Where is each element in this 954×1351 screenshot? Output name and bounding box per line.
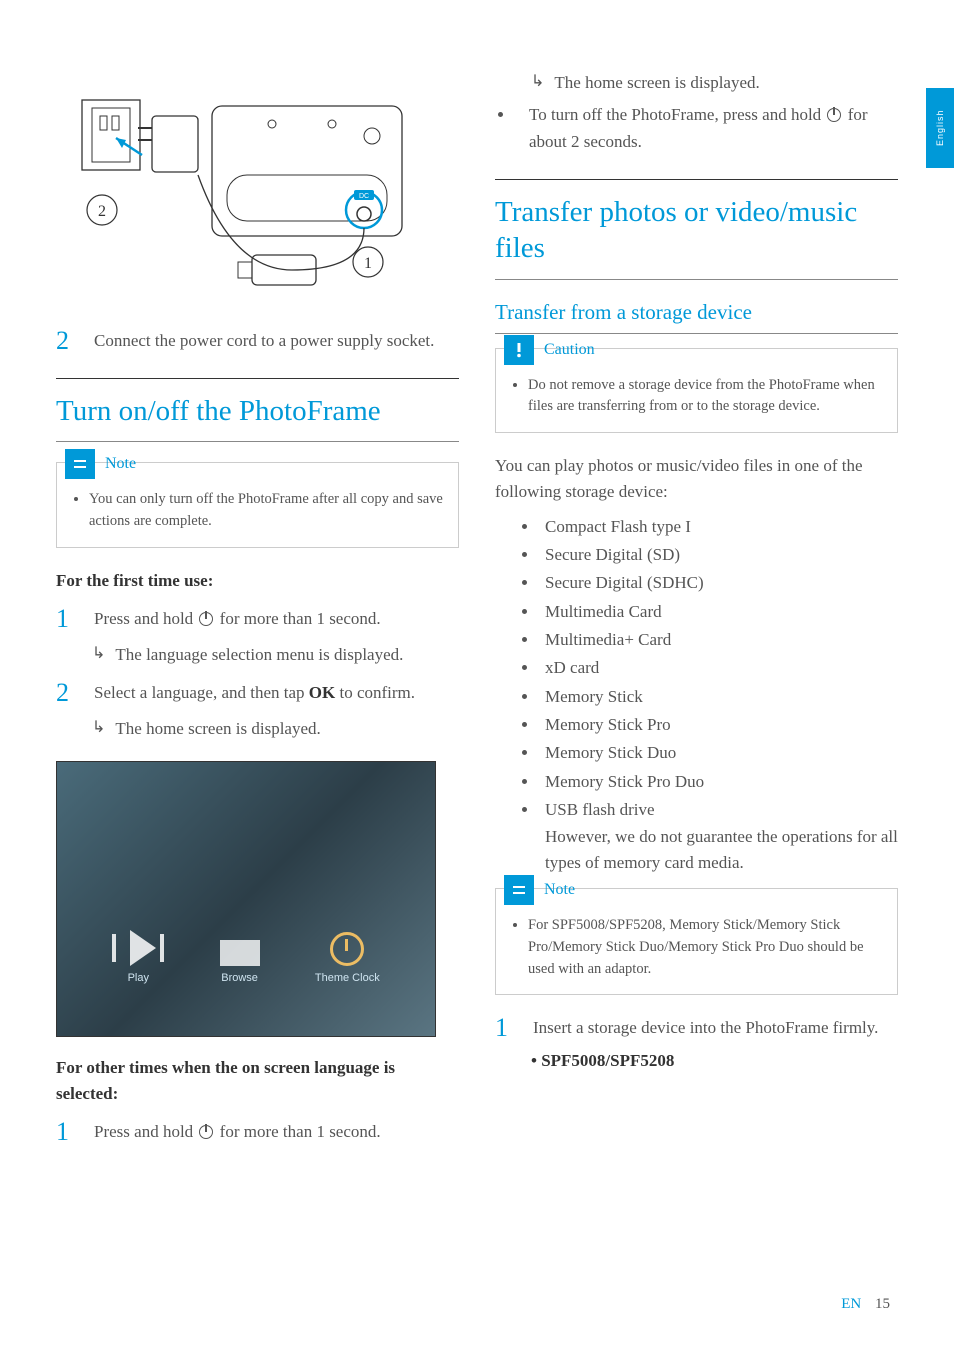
list-item: Memory Stick Duo [539, 740, 898, 766]
step-text: Select a language, and then tap OK to co… [94, 680, 459, 706]
result-row: ↳ The language selection menu is display… [92, 642, 459, 668]
caution-title: Caution [544, 341, 595, 359]
first-time-step-1: 1 Press and hold for more than 1 second. [56, 606, 459, 632]
power-icon [199, 1125, 213, 1139]
result-row: ↳ The home screen is displayed. [531, 70, 898, 96]
step-number: 1 [56, 1119, 78, 1145]
result-text: The home screen is displayed. [115, 716, 459, 742]
note-icon [65, 449, 95, 479]
model-sub-bullet: SPF5008/SPF5208 [531, 1051, 898, 1071]
note-title: Note [105, 455, 136, 473]
list-item: Multimedia+ Card [539, 627, 898, 653]
note-title: Note [544, 881, 575, 899]
note-callout-2: Note For SPF5008/SPF5208, Memory Stick/M… [495, 888, 898, 995]
insert-storage-step: 1 Insert a storage device into the Photo… [495, 1015, 898, 1041]
language-tab: English [926, 88, 954, 168]
power-diagram: 2 DC 1 [72, 80, 412, 300]
step-number: 2 [56, 680, 78, 706]
other-times-step-1: 1 Press and hold for more than 1 second. [56, 1119, 459, 1145]
note-callout: Note You can only turn off the PhotoFram… [56, 462, 459, 548]
list-item: Secure Digital (SDHC) [539, 570, 898, 596]
first-time-label: For the first time use: [56, 568, 459, 594]
caution-item: Do not remove a storage device from the … [528, 375, 883, 419]
turnoff-bullet: To turn off the PhotoFrame, press and ho… [515, 102, 898, 155]
step-text: Press and hold for more than 1 second. [94, 1119, 459, 1145]
dc-label: DC [359, 193, 369, 200]
list-item: USB flash driveHowever, we do not guaran… [539, 797, 898, 876]
screenshot-theme-clock: Theme Clock [315, 932, 380, 984]
other-times-label: For other times when the on screen langu… [56, 1055, 459, 1108]
screenshot-play: Play [112, 930, 164, 984]
note-item: For SPF5008/SPF5208, Memory Stick/Memory… [528, 915, 883, 980]
list-item: Memory Stick Pro Duo [539, 769, 898, 795]
right-column: ↳ The home screen is displayed. To turn … [495, 64, 898, 1155]
storage-intro: You can play photos or music/video files… [495, 453, 898, 506]
step-number: 2 [56, 328, 78, 354]
connect-power-step: 2 Connect the power cord to a power supp… [56, 328, 459, 354]
result-arrow-icon: ↳ [92, 716, 105, 742]
subheading-transfer-storage: Transfer from a storage device [495, 300, 898, 334]
left-column: 2 DC 1 [56, 64, 459, 1155]
result-row: ↳ The home screen is displayed. [92, 716, 459, 742]
heading-transfer: Transfer photos or video/music files [495, 179, 898, 280]
result-arrow-icon: ↳ [92, 642, 105, 668]
turnoff-bullet-list: To turn off the PhotoFrame, press and ho… [495, 102, 898, 155]
footer-page-number: 15 [875, 1296, 890, 1312]
list-item: Multimedia Card [539, 599, 898, 625]
note-item: You can only turn off the PhotoFrame aft… [89, 489, 444, 533]
storage-device-list: Compact Flash type I Secure Digital (SD)… [495, 514, 898, 876]
step-number: 1 [495, 1015, 517, 1041]
footer-lang: EN [841, 1296, 861, 1312]
step-text: Connect the power cord to a power supply… [94, 328, 459, 354]
list-item: xD card [539, 655, 898, 681]
page-footer: EN 15 [841, 1296, 890, 1313]
page-content: 2 DC 1 [0, 0, 954, 1195]
caution-icon [504, 335, 534, 365]
home-screen-screenshot: Play Browse Theme Clock [56, 761, 436, 1037]
list-item: Secure Digital (SD) [539, 542, 898, 568]
power-icon [827, 108, 841, 122]
step-number: 1 [56, 606, 78, 632]
first-time-step-2: 2 Select a language, and then tap OK to … [56, 680, 459, 706]
result-text: The language selection menu is displayed… [115, 642, 459, 668]
list-item: Memory Stick [539, 684, 898, 710]
diagram-label-2: 2 [98, 203, 106, 220]
screenshot-browse: Browse [220, 940, 260, 984]
caution-callout: Caution Do not remove a storage device f… [495, 348, 898, 434]
list-item: Memory Stick Pro [539, 712, 898, 738]
power-icon [199, 612, 213, 626]
result-text: The home screen is displayed. [554, 70, 898, 96]
step-text: Insert a storage device into the PhotoFr… [533, 1015, 898, 1041]
list-item: Compact Flash type I [539, 514, 898, 540]
diagram-label-1: 1 [364, 255, 372, 272]
note-icon [504, 875, 534, 905]
step-text: Press and hold for more than 1 second. [94, 606, 459, 632]
result-arrow-icon: ↳ [531, 70, 544, 96]
heading-turn-on-off: Turn on/off the PhotoFrame [56, 378, 459, 442]
